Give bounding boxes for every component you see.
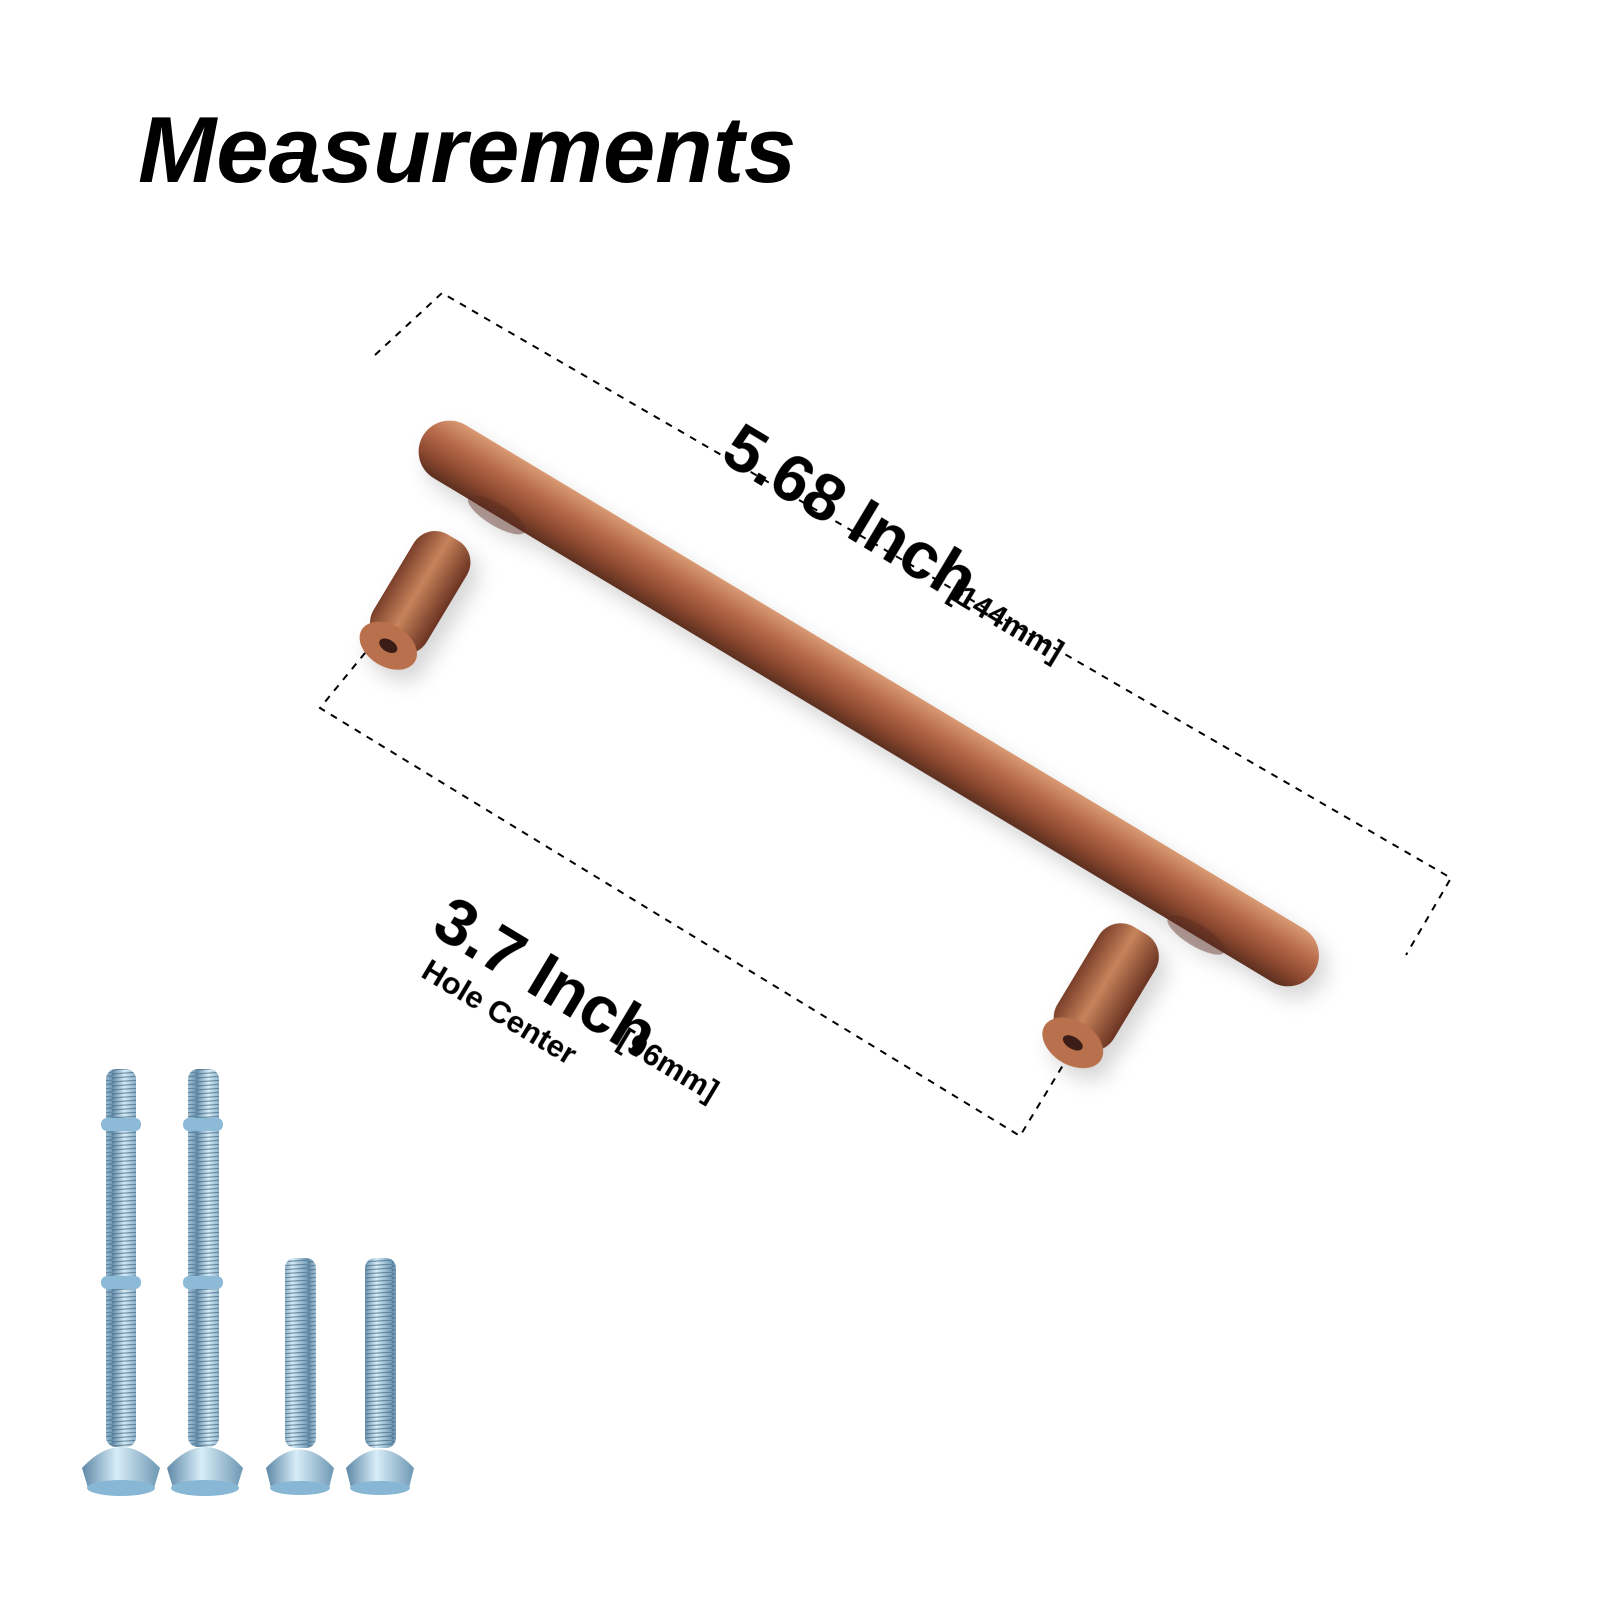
short-screw-2 — [346, 1258, 414, 1495]
copper-bar-handle — [359, 420, 1319, 1069]
short-screw-1 — [266, 1258, 334, 1495]
overall-length-dash-line — [374, 291, 1453, 956]
page-title: Measurements — [138, 97, 796, 202]
hole-center-dimension-label: 3.7 Inch [96mm] Hole Center — [416, 881, 725, 1107]
left-screw-hole — [379, 638, 398, 653]
hole-center-dash-line — [318, 641, 1072, 1138]
overall-length-metric: [144mm] — [943, 573, 1070, 669]
overall-length-value: 5.68 Inch — [711, 408, 991, 617]
right-post-shadow — [1167, 915, 1226, 955]
left-post — [369, 531, 471, 655]
left-post-shadow — [467, 495, 526, 535]
long-screw-2 — [167, 1069, 243, 1496]
handle-bar — [418, 420, 1319, 987]
right-screw-hole — [1062, 1035, 1083, 1051]
right-post — [1053, 923, 1159, 1052]
long-screw-1 — [82, 1069, 160, 1496]
mounting-screws — [82, 1069, 414, 1496]
